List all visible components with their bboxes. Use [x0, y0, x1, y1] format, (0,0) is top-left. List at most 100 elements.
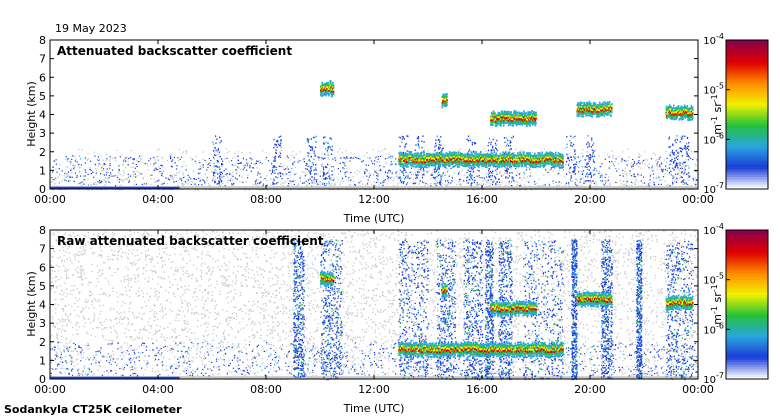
cloud-pixel [423, 155, 425, 158]
noise-pixel [179, 170, 181, 172]
aerosol-pixel [165, 177, 167, 179]
streak-pixel [278, 144, 280, 147]
noise-pixel [329, 189, 331, 191]
noise-pixel [190, 180, 192, 183]
aerosol-pixel [368, 176, 370, 178]
noise-pixel [185, 182, 187, 184]
cloud-pixel [405, 152, 407, 155]
aerosol-pixel [519, 177, 521, 179]
noise-pixel [362, 183, 364, 185]
cloud-pixel [413, 152, 416, 155]
noise-pixel [606, 185, 608, 187]
streak-pixel [218, 155, 221, 158]
noise-pixel [147, 164, 149, 167]
aerosol-pixel [344, 171, 346, 173]
streak-pixel [213, 172, 215, 175]
cloud-pixel [441, 161, 444, 164]
noise-pixel [317, 157, 319, 159]
noise-pixel [71, 168, 73, 170]
noise-pixel [290, 189, 292, 191]
aerosol-pixel [96, 159, 98, 161]
streak-pixel [511, 172, 513, 174]
aerosol-pixel [87, 173, 89, 176]
cloud-pixel [493, 161, 496, 163]
noise-pixel [564, 184, 566, 187]
noise-pixel [227, 179, 229, 181]
noise-pixel [535, 188, 537, 191]
cloud-pixel [524, 154, 527, 157]
aerosol-pixel [604, 158, 606, 160]
cloud-pixel [534, 117, 536, 120]
cloud-pixel [520, 120, 523, 123]
noise-pixel [74, 165, 76, 167]
cloud-pixel [410, 151, 412, 153]
streak-pixel [672, 177, 674, 179]
aerosol-pixel [518, 173, 521, 175]
aerosol-pixel [659, 166, 661, 168]
noise-pixel [73, 168, 75, 170]
noise-pixel [87, 158, 90, 160]
noise-pixel [95, 169, 98, 172]
noise-pixel [498, 185, 500, 187]
cloud-pixel [434, 159, 437, 162]
noise-pixel [136, 161, 139, 163]
aerosol-pixel [642, 176, 645, 178]
cloud-pixel [415, 156, 417, 159]
cloud-pixel [467, 156, 469, 159]
cloud-pixel [538, 151, 541, 154]
streak-pixel [468, 150, 470, 153]
noise-pixel [313, 181, 315, 183]
aerosol-pixel [118, 170, 120, 172]
cloud-pixel [445, 154, 448, 157]
streak-pixel [417, 171, 419, 173]
aerosol-pixel [692, 158, 694, 161]
aerosol-pixel [437, 182, 439, 184]
cloud-pixel [534, 152, 536, 155]
noise-pixel [162, 189, 164, 191]
streak-pixel [309, 171, 311, 173]
cloud-pixel [540, 164, 542, 167]
aerosol-pixel [118, 168, 120, 170]
cloud-pixel [534, 163, 537, 166]
aerosol-pixel [661, 170, 663, 172]
noise-pixel [495, 171, 498, 173]
cloud-pixel [451, 151, 454, 154]
streak-pixel [329, 177, 331, 179]
aerosol-pixel [321, 163, 323, 165]
streak-pixel [584, 166, 586, 168]
aerosol-pixel [185, 169, 187, 171]
noise-pixel [317, 173, 319, 175]
cloud-pixel [562, 163, 564, 166]
cloud-pixel [603, 114, 606, 117]
streak-pixel [311, 146, 313, 148]
cloud-pixel [521, 122, 523, 125]
streak-pixel [311, 161, 314, 164]
noise-pixel [261, 150, 264, 152]
aerosol-pixel [288, 182, 290, 185]
streak-pixel [591, 139, 593, 142]
cloud-pixel [518, 164, 521, 167]
streak-pixel [489, 170, 492, 173]
cloud-pixel [484, 166, 487, 168]
streak-pixel [308, 138, 310, 141]
noise-pixel [386, 183, 389, 185]
aerosol-pixel [193, 178, 195, 180]
streak-pixel [217, 149, 219, 151]
aerosol-pixel [412, 162, 414, 164]
cloud-pixel [405, 161, 408, 163]
aerosol-pixel [254, 183, 257, 185]
aerosol-pixel [235, 169, 237, 171]
streak-pixel [682, 137, 684, 140]
streak-pixel [471, 182, 473, 184]
streak-pixel [307, 141, 309, 144]
aerosol-pixel [653, 181, 655, 183]
noise-pixel [420, 164, 422, 166]
streak-pixel [331, 145, 333, 148]
aerosol-pixel [620, 160, 623, 163]
noise-pixel [79, 166, 81, 168]
streak-pixel [473, 141, 475, 144]
noise-pixel [53, 184, 56, 186]
aerosol-pixel [303, 158, 305, 160]
aerosol-pixel [188, 176, 190, 178]
noise-pixel [585, 175, 587, 177]
